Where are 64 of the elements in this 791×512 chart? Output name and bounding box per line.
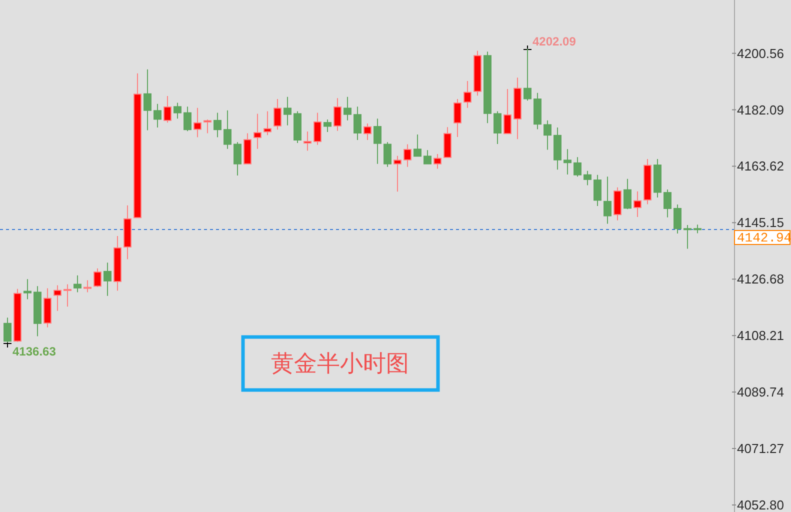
candlestick [304, 130, 312, 152]
candlestick [544, 120, 552, 150]
candlestick [264, 110, 272, 136]
candlestick [94, 268, 102, 288]
candlestick [614, 186, 622, 221]
candlestick [204, 119, 212, 134]
y-tick-label: 4052.80 [737, 497, 784, 512]
candlestick [344, 96, 352, 121]
text: 黄金半小时图 [271, 351, 409, 377]
candlestick [564, 148, 572, 176]
candlestick [464, 80, 472, 108]
candlestick [634, 190, 642, 218]
candlestick [454, 98, 462, 138]
candlestick [214, 112, 222, 138]
candlestick [314, 112, 322, 146]
candlestick [384, 142, 392, 168]
y-tick-label: 4200.56 [737, 46, 784, 61]
candlestick [424, 150, 432, 164]
candlestick [664, 189, 672, 218]
y-tick-label: 4145.15 [737, 215, 784, 230]
candlestick [54, 284, 62, 312]
candlestick [64, 284, 72, 308]
candlestick [414, 134, 422, 157]
candlestick [104, 262, 112, 296]
candlestick [224, 110, 232, 150]
candlestick [194, 107, 202, 138]
y-tick-label: 4089.74 [737, 384, 784, 400]
annotation: 4202.09 [532, 34, 576, 48]
candlestick [574, 156, 582, 178]
candlestick [284, 96, 292, 126]
candlestick [74, 274, 82, 293]
candlestick [684, 224, 692, 250]
candlestick [394, 155, 402, 192]
candlestick [584, 170, 592, 186]
y-tick-label: 4126.68 [737, 272, 784, 287]
candlestick [504, 88, 512, 134]
candlestick [84, 280, 92, 293]
candlestick [374, 118, 382, 164]
candlestick [234, 142, 242, 176]
candlestick [24, 278, 32, 300]
candlestick [404, 144, 412, 168]
candlestick [184, 106, 192, 132]
candlestick [354, 106, 362, 140]
candlestick [604, 176, 612, 224]
candlestick [174, 102, 182, 120]
candlestick [274, 98, 282, 130]
candlestick [324, 119, 332, 133]
y-tick-label: 4071.27 [737, 441, 784, 456]
candlestick [434, 154, 442, 170]
y-tick-label: 4163.62 [737, 158, 784, 174]
candlestick [594, 174, 602, 207]
candlestick [164, 95, 172, 124]
candlestick [334, 98, 342, 132]
annotation: 4136.63 [12, 344, 56, 358]
y-tick-label: 4108.21 [737, 328, 784, 344]
candlestick [674, 204, 682, 234]
candlestick [144, 68, 152, 131]
y-tick-label: 4182.09 [737, 102, 784, 118]
candlestick [364, 122, 372, 140]
candlestick [494, 110, 502, 144]
candlestick [154, 103, 162, 128]
candlestick [254, 113, 262, 150]
candlestick [444, 126, 452, 158]
candlestick [624, 178, 632, 210]
